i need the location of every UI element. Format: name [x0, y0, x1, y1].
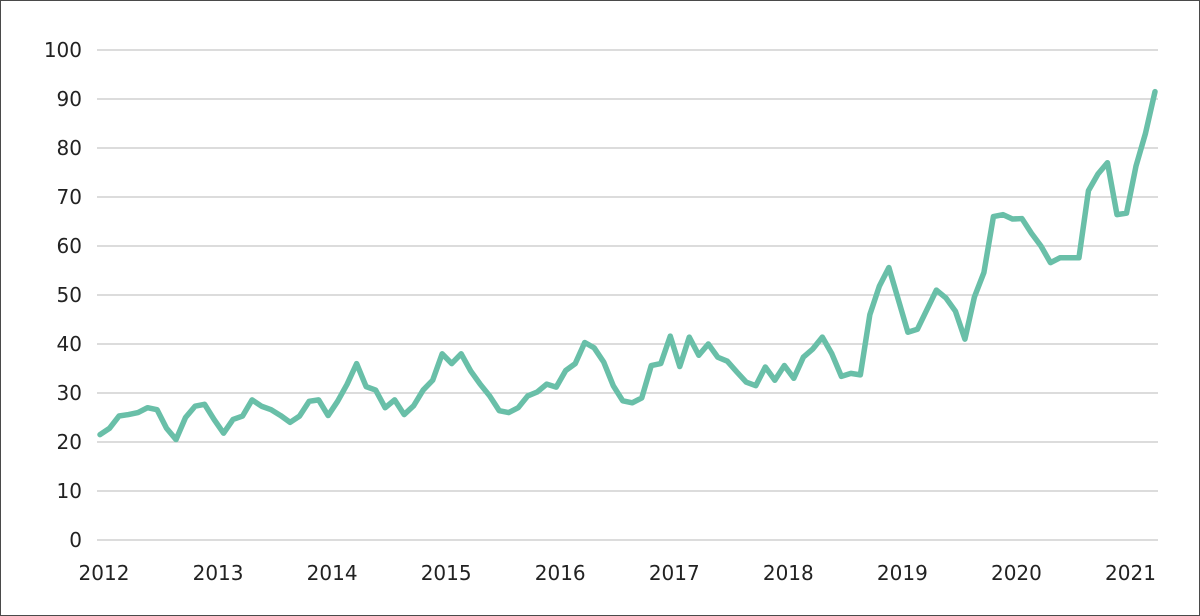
x-tick-label: 2017 — [649, 561, 700, 585]
x-axis-ticks: 2012 2013 2014 2015 2016 2017 2018 2019 2020 2021 — [79, 561, 1156, 585]
y-tick-label: 40 — [57, 332, 82, 356]
y-tick-label: 80 — [57, 136, 82, 160]
x-tick-label: 2014 — [307, 561, 358, 585]
y-tick-label: 0 — [69, 528, 82, 552]
x-tick-label: 2013 — [193, 561, 244, 585]
y-axis-ticks: 0 10 20 30 40 50 60 70 80 90 100 — [44, 38, 82, 552]
y-tick-label: 30 — [57, 381, 82, 405]
x-tick-label: 2018 — [763, 561, 814, 585]
x-tick-label: 2012 — [79, 561, 130, 585]
gridlines — [97, 49, 1158, 541]
series-layer — [97, 88, 1158, 443]
series-line — [97, 88, 1158, 443]
y-tick-label: 10 — [57, 479, 82, 503]
x-tick-label: 2019 — [877, 561, 928, 585]
y-tick-label: 100 — [44, 38, 82, 62]
y-tick-label: 20 — [57, 430, 82, 454]
x-tick-label: 2020 — [991, 561, 1042, 585]
x-tick-label: 2021 — [1105, 561, 1156, 585]
y-tick-label: 90 — [57, 87, 82, 111]
x-tick-label: 2016 — [535, 561, 586, 585]
y-tick-label: 50 — [57, 283, 82, 307]
x-tick-label: 2015 — [421, 561, 472, 585]
y-tick-label: 60 — [57, 234, 82, 258]
y-tick-label: 70 — [57, 185, 82, 209]
